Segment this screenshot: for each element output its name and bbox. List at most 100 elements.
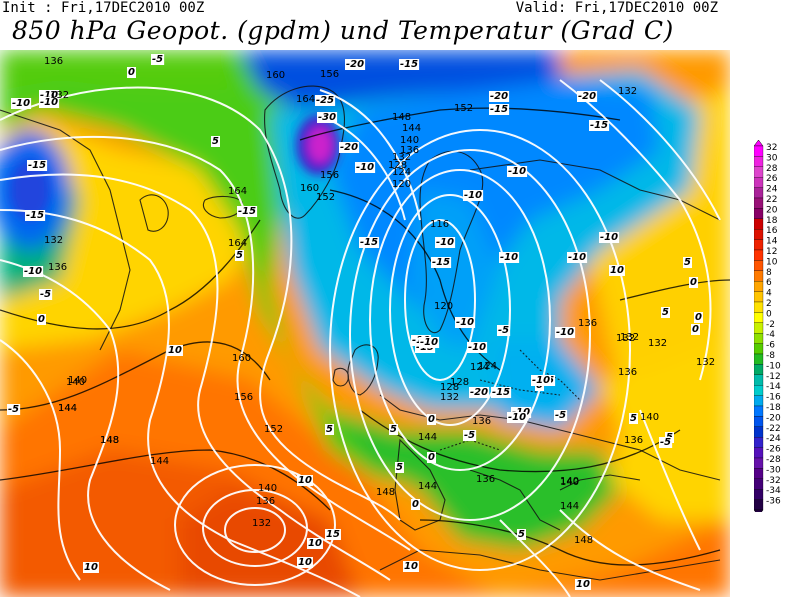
temperature-label: 0 (427, 452, 436, 463)
colorbar-label: -30 (766, 465, 781, 475)
svg-text:160: 160 (266, 70, 285, 81)
svg-text:-10: -10 (12, 98, 30, 109)
geopotential-label: 144 (418, 481, 437, 492)
temperature-label: 10 (403, 561, 419, 572)
svg-text:144: 144 (560, 501, 579, 512)
colorbar-swatch (753, 457, 764, 469)
svg-text:144: 144 (418, 432, 437, 443)
temperature-label: 5 (325, 424, 334, 435)
chart-header: Init : Fri,17DEC2010 00Z Valid: Fri,17DE… (0, 0, 790, 50)
colorbar-label: -8 (766, 351, 775, 361)
temperature-label: -5 (151, 54, 165, 65)
colorbar-swatch (753, 343, 764, 355)
svg-text:144: 144 (150, 456, 169, 467)
svg-text:120: 120 (392, 179, 411, 190)
colorbar-label: 6 (766, 278, 772, 288)
temperature-label: -10 (419, 337, 440, 348)
geopotential-label: 140 (258, 483, 277, 494)
svg-text:0: 0 (38, 314, 45, 325)
colorbar-label: 0 (766, 309, 772, 319)
geopotential-label: 120 (392, 179, 411, 190)
svg-text:5: 5 (684, 257, 691, 268)
geopotential-label: 144 (58, 403, 77, 414)
svg-text:124: 124 (478, 361, 497, 372)
geopotential-label: 128 (450, 377, 469, 388)
svg-text:140: 140 (68, 375, 87, 386)
colorbar-swatch (753, 364, 764, 375)
temperature-label: 10 (307, 538, 323, 549)
temperature-label: -10 (531, 375, 552, 386)
svg-text:5: 5 (236, 250, 243, 261)
svg-text:136: 136 (578, 318, 597, 329)
temperature-label: -5 (659, 437, 673, 448)
temperature-label: -15 (589, 120, 610, 131)
temperature-label: -20 (339, 142, 360, 153)
svg-text:164: 164 (228, 238, 247, 249)
colorbar-label: 2 (766, 299, 772, 309)
colorbar-label: 22 (766, 195, 777, 205)
colorbar-label: -28 (766, 455, 781, 465)
geopotential-label: 136 (472, 416, 491, 427)
temperature-label: 10 (575, 579, 591, 590)
svg-text:-5: -5 (152, 54, 163, 65)
svg-text:136: 136 (48, 262, 67, 273)
svg-text:-15: -15 (28, 160, 46, 171)
temperature-label: 10 (297, 475, 313, 486)
svg-text:136: 136 (256, 496, 275, 507)
temperature-label: 5 (517, 529, 526, 540)
colorbar-label: 20 (766, 205, 778, 215)
temperature-colorbar: 32 30 28 26 24 22 20 18 16 14 12 10 8 6 4 2 0 -2 -4 -6 -8 -10… (753, 139, 790, 517)
svg-text:124: 124 (392, 167, 411, 178)
geopotential-label: 132 (440, 392, 459, 403)
svg-text:136: 136 (476, 474, 495, 485)
temperature-label: -15 (25, 210, 46, 221)
colorbar-arrow-bottom (753, 509, 764, 517)
colorbar-swatch (753, 489, 764, 500)
svg-text:-15: -15 (590, 120, 608, 131)
colorbar-swatch (753, 291, 764, 303)
svg-text:144: 144 (402, 123, 421, 134)
temperature-label: -30 (317, 112, 338, 123)
colorbar-swatch (753, 177, 764, 188)
geopotential-label: 140 (560, 477, 579, 488)
colorbar-swatch (753, 416, 764, 427)
map-canvas: -15-10-505-10-10-15-20-25-30-20-15-10-15… (0, 50, 730, 597)
colorbar-label: -18 (766, 403, 781, 413)
svg-text:132: 132 (50, 90, 69, 101)
svg-text:140: 140 (640, 412, 659, 423)
svg-text:-15: -15 (360, 237, 378, 248)
geopotential-label: 140 (400, 135, 419, 146)
colorbar-label: 16 (766, 226, 778, 236)
svg-text:140: 140 (66, 377, 85, 388)
temperature-label: 5 (395, 462, 404, 473)
geopotential-label: 132 (618, 86, 637, 97)
svg-text:-15: -15 (490, 104, 508, 115)
svg-text:132: 132 (616, 333, 635, 344)
geopotential-label: 140 (640, 412, 659, 423)
geopotential-label: 160 (266, 70, 285, 81)
colorbar-label: -26 (766, 445, 781, 455)
geopotential-label: 136 (256, 496, 275, 507)
temperature-label: -10 (455, 317, 476, 328)
temperature-label: 10 (297, 557, 313, 568)
geopotential-label: 160 (232, 353, 251, 364)
svg-text:-10: -10 (356, 162, 374, 173)
temperature-label: -15 (489, 104, 510, 115)
svg-text:15: 15 (326, 529, 340, 540)
svg-text:-15: -15 (238, 206, 256, 217)
temperature-label: -25 (315, 95, 336, 106)
svg-text:10: 10 (298, 475, 312, 486)
temperature-label: -10 (39, 90, 60, 101)
svg-text:5: 5 (326, 424, 333, 435)
colorbar-label: -4 (766, 330, 775, 340)
svg-text:156: 156 (320, 170, 339, 181)
svg-text:-10: -10 (508, 166, 526, 177)
geopotential-label: 152 (264, 424, 283, 435)
svg-text:-5: -5 (40, 289, 51, 300)
svg-text:132: 132 (392, 152, 411, 163)
geopotential-label: 136 (48, 262, 67, 273)
svg-text:-20: -20 (340, 142, 358, 153)
geopotential-label: 132 (392, 152, 411, 163)
svg-text:10: 10 (84, 562, 98, 573)
colorbar-swatch (753, 249, 764, 261)
